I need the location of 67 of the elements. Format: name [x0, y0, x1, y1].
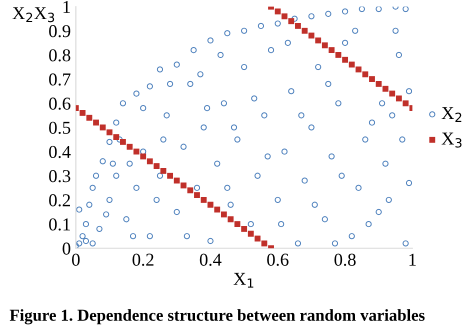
- point: [106, 129, 112, 136]
- legend-label: X$_{3}$: [442, 132, 462, 148]
- x-tick-label: 0: [72, 254, 80, 266]
- point: [308, 32, 314, 39]
- point: [282, 13, 288, 20]
- point: [254, 236, 261, 242]
- point: [160, 168, 166, 174]
- x-tick-label: 1: [409, 254, 416, 266]
- point: [402, 100, 409, 106]
- point: [220, 211, 227, 218]
- point: [328, 47, 335, 54]
- point: [146, 158, 153, 164]
- legend-label: X$_{2}$: [442, 107, 462, 122]
- point: [396, 95, 402, 102]
- x-tick-label: 0.8: [334, 254, 356, 266]
- point: [302, 28, 308, 34]
- x-tick-label: 0.6: [267, 254, 289, 266]
- point: [126, 144, 133, 150]
- y-tick-label: 0.9: [49, 25, 70, 38]
- point: [248, 230, 254, 237]
- point: [80, 110, 86, 116]
- y-tick-label: 0.2: [49, 194, 70, 206]
- point: [315, 38, 322, 44]
- y-tick-label: 0.6: [49, 98, 70, 110]
- point: [154, 163, 160, 170]
- point: [120, 138, 126, 145]
- point: [180, 182, 186, 188]
- point: [208, 202, 214, 208]
- point: [140, 153, 146, 160]
- point: [261, 240, 268, 246]
- point: [382, 86, 388, 92]
- x-tick-label: 0.4: [200, 254, 222, 266]
- point: [295, 23, 301, 29]
- y-tick-label: 0.1: [49, 218, 70, 231]
- point: [100, 124, 106, 130]
- point: [113, 134, 120, 140]
- point: [228, 216, 234, 222]
- x-tick-label: 0.2: [132, 254, 154, 266]
- x-axis-title: X$_{1}$: [234, 272, 254, 288]
- point: [214, 206, 220, 213]
- point: [234, 221, 240, 228]
- point: [322, 42, 328, 48]
- point: [133, 148, 140, 155]
- y-tick-label: 1: [64, 0, 70, 13]
- y-tick-label: 0.7: [49, 73, 70, 86]
- point: [241, 226, 248, 232]
- point: [274, 8, 281, 14]
- point: [356, 66, 362, 72]
- point: [194, 192, 200, 198]
- y-axis-title: X$_{2}$X$_{3}$: [12, 7, 54, 22]
- point: [335, 52, 342, 58]
- point: [342, 56, 348, 63]
- point: [348, 62, 355, 68]
- y-tick-label: 0.4: [49, 146, 71, 158]
- caption: Figure 1. Dependence structure between random variables: [10, 309, 425, 324]
- point: [93, 120, 99, 126]
- point: [167, 172, 174, 179]
- y-tick-label: 0.8: [49, 49, 70, 62]
- point: [200, 196, 207, 203]
- point: [174, 178, 180, 184]
- y-tick-label: 0.3: [49, 170, 70, 182]
- y-tick-label: 0.5: [49, 122, 70, 134]
- y-tick-label: 0: [62, 242, 70, 255]
- point: [288, 18, 294, 24]
- point: [376, 80, 382, 87]
- point: [389, 90, 396, 97]
- point: [369, 76, 375, 82]
